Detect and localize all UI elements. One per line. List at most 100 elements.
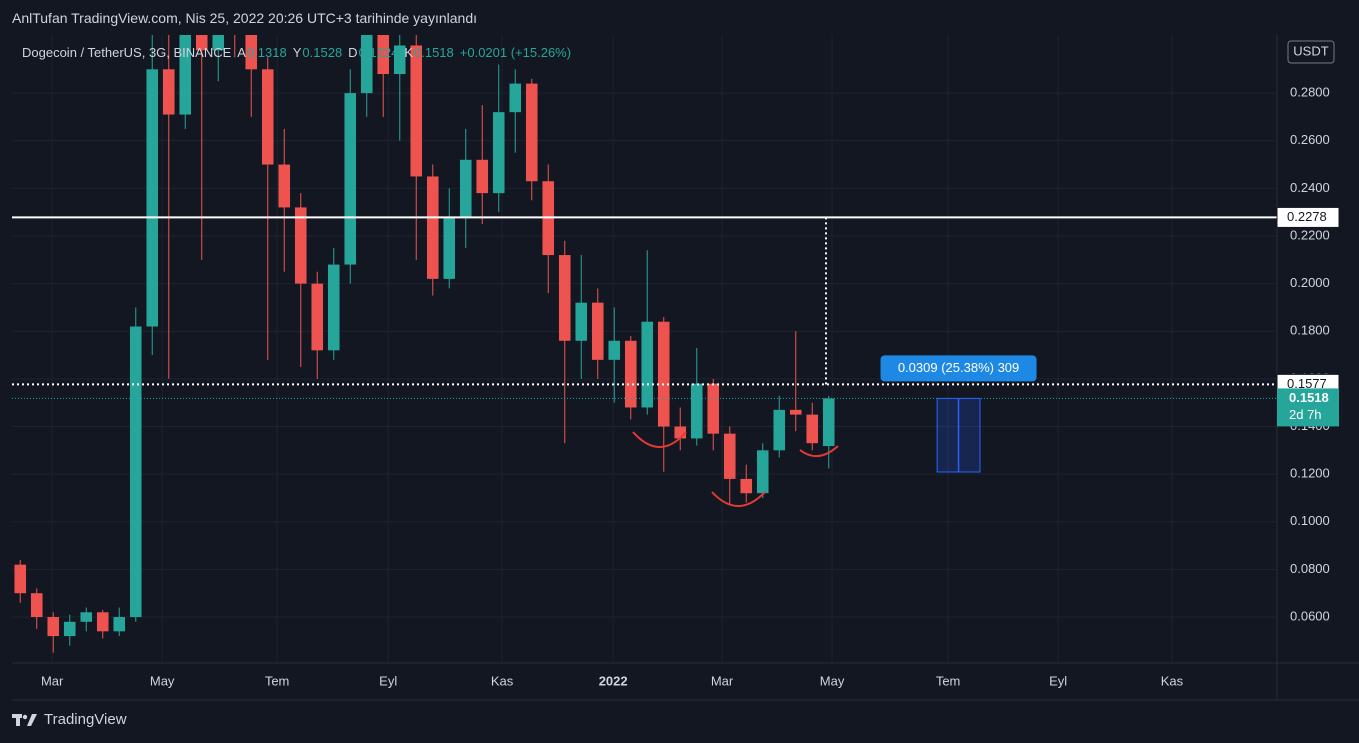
currency-box[interactable] (1287, 40, 1335, 64)
price-label: 0.2278 (1287, 209, 1327, 224)
ohlc-label: Y (292, 45, 302, 60)
candle-body (608, 340, 621, 360)
candle-body (707, 383, 720, 434)
countdown-label: 2d 7h (1289, 407, 1322, 422)
header-title: AnlTufan TradingView.com, Nis 25, 2022 2… (12, 10, 477, 26)
y-tick-label: 0.0600 (1290, 608, 1330, 623)
x-tick-label: Tem (265, 673, 290, 688)
ohlc-value: 0.1518 (414, 45, 454, 60)
pattern-arcs (632, 431, 839, 507)
candle-body (195, 35, 208, 51)
ohlc-value: 0.1318 (246, 45, 287, 60)
last-price-label: 0.1518 (1289, 390, 1329, 405)
candle-body (723, 433, 736, 479)
candle-body (212, 35, 225, 51)
x-tick-label: Kas (491, 673, 514, 688)
ohlc-label: K (404, 45, 413, 60)
change: +0.0201 (+15.26%) (459, 45, 572, 60)
candle-body (558, 255, 571, 341)
candle-body (129, 326, 142, 618)
candle-body (47, 617, 60, 637)
candle-body (344, 93, 357, 265)
candle-body (311, 283, 324, 351)
x-tick-label: Kas (1161, 673, 1184, 688)
footer: TradingView (12, 711, 127, 728)
y-tick-label: 0.1800 (1290, 323, 1330, 338)
candle-body (657, 321, 670, 427)
head-arc (711, 491, 766, 507)
y-tick-label: 0.1200 (1290, 466, 1330, 481)
measure-label-box (880, 355, 1037, 382)
candle-body (377, 35, 390, 75)
ohlc-value: 0.1528 (302, 45, 343, 60)
last-price-box (1277, 388, 1339, 427)
price-label-box (1276, 206, 1340, 228)
candle-body (690, 383, 703, 439)
candle-body (591, 302, 604, 360)
x-tick-label: Mar (711, 673, 734, 688)
x-tick-label: Eyl (1049, 673, 1067, 688)
currency-label: USDT (1293, 43, 1328, 58)
candle-body (113, 617, 126, 632)
candle-body (393, 45, 406, 75)
ohlc: A 0.1318 Y 0.1528 D 0.1224 K 0.1518 (237, 45, 453, 60)
ohlc-label: D (348, 45, 358, 60)
candle-body (674, 426, 687, 439)
candle-body (30, 593, 43, 618)
candle-body (509, 83, 522, 113)
candle-body (822, 398, 835, 447)
candle-body (63, 621, 76, 637)
candle-body (575, 302, 588, 341)
candle-body (278, 164, 291, 208)
candle-body (426, 176, 439, 279)
y-tick-label: 0.1000 (1290, 513, 1330, 528)
candle-body (261, 69, 274, 165)
x-tick-label: Mar (41, 673, 64, 688)
x-tick-label: May (150, 673, 175, 688)
y-tick-label: 0.2400 (1290, 180, 1330, 195)
candle-body (459, 159, 472, 217)
candle-body (641, 321, 654, 408)
y-tick-label: 0.2200 (1290, 227, 1330, 242)
candle-body (492, 112, 505, 194)
candle-body (327, 264, 340, 351)
candle-body (806, 414, 819, 444)
candle-body (14, 564, 27, 594)
price-label: 0.1577 (1287, 376, 1327, 391)
candle-body (162, 69, 175, 115)
brand: TradingView (44, 711, 127, 728)
logo (12, 713, 37, 726)
left-shoulder-arc (632, 431, 687, 448)
y-tick-label: 0.0800 (1290, 561, 1330, 576)
y-tick-label: 0.2000 (1290, 275, 1330, 290)
candle-body (294, 207, 307, 284)
candle-body (96, 612, 109, 632)
x-tick-label: Eyl (379, 673, 397, 688)
x-tick-label: 2022 (599, 673, 628, 688)
candle-body (146, 69, 159, 327)
ohlc-value: 0.1224 (358, 45, 399, 60)
legend: Dogecoin / TetherUS, 3G, BINANCE A 0.1318… (22, 45, 571, 60)
measure-label: 0.0309 (25.38%) 309 (898, 360, 1019, 375)
x-tick-label: Tem (936, 673, 961, 688)
candle-body (740, 478, 753, 494)
candle-body (179, 35, 192, 115)
candle-body (789, 409, 802, 415)
y-tick-label: 0.2600 (1290, 132, 1330, 147)
candle-body (245, 35, 258, 70)
candle-body (525, 83, 538, 182)
candle-body (410, 45, 423, 177)
symbol: Dogecoin / TetherUS, 3G, BINANCE (22, 45, 232, 60)
candle-body (360, 35, 373, 94)
candle-body (624, 340, 637, 408)
ohlc-label: A (237, 45, 246, 60)
y-tick-label: 0.2800 (1290, 85, 1330, 100)
right-shoulder-arc (799, 445, 839, 457)
candle-body (80, 612, 93, 622)
x-tick-label: May (820, 673, 845, 688)
candle-body (476, 159, 489, 194)
candle-body (773, 409, 786, 451)
